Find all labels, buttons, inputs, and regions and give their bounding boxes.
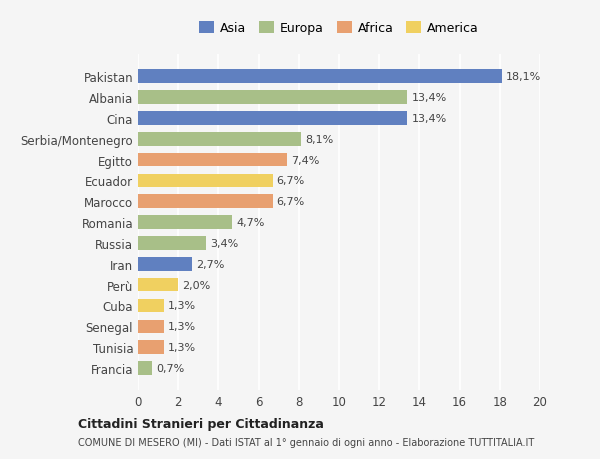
Text: 1,3%: 1,3% (168, 342, 196, 353)
Text: 18,1%: 18,1% (506, 72, 541, 82)
Text: 13,4%: 13,4% (412, 114, 446, 123)
Bar (138, 299, 164, 313)
Text: 1,3%: 1,3% (168, 322, 196, 331)
Bar (138, 174, 272, 188)
Bar (138, 341, 164, 354)
Bar (138, 153, 287, 167)
Text: 0,7%: 0,7% (156, 363, 184, 373)
Bar (138, 133, 301, 146)
Bar (138, 278, 178, 292)
Text: 13,4%: 13,4% (412, 93, 446, 103)
Text: 6,7%: 6,7% (277, 176, 305, 186)
Legend: Asia, Europa, Africa, America: Asia, Europa, Africa, America (195, 18, 483, 39)
Text: 8,1%: 8,1% (305, 134, 333, 145)
Bar (138, 70, 502, 84)
Bar (138, 237, 206, 250)
Bar (138, 112, 407, 125)
Bar (138, 91, 407, 105)
Bar (138, 216, 232, 230)
Text: 3,4%: 3,4% (211, 238, 239, 248)
Bar (138, 195, 272, 208)
Text: 2,0%: 2,0% (182, 280, 211, 290)
Text: Cittadini Stranieri per Cittadinanza: Cittadini Stranieri per Cittadinanza (78, 417, 324, 430)
Text: 2,7%: 2,7% (196, 259, 224, 269)
Text: 4,7%: 4,7% (236, 218, 265, 228)
Text: 6,7%: 6,7% (277, 197, 305, 207)
Bar (138, 361, 152, 375)
Bar (138, 257, 192, 271)
Text: COMUNE DI MESERO (MI) - Dati ISTAT al 1° gennaio di ogni anno - Elaborazione TUT: COMUNE DI MESERO (MI) - Dati ISTAT al 1°… (78, 437, 534, 447)
Bar (138, 320, 164, 333)
Text: 1,3%: 1,3% (168, 301, 196, 311)
Text: 7,4%: 7,4% (291, 155, 319, 165)
